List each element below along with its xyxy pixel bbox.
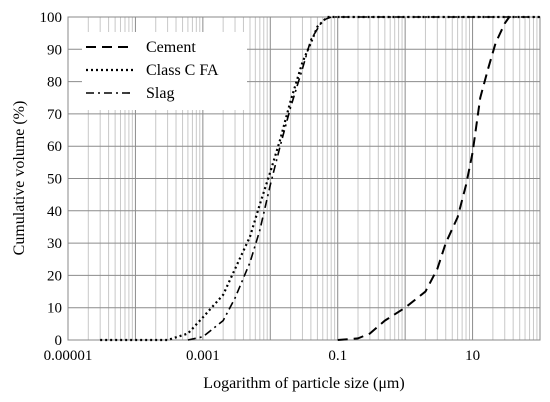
legend: Cement Class C FA Slag [82,32,247,110]
y-tick-label: 70 [47,107,62,123]
y-tick-label: 50 [47,172,62,188]
legend-label-class-c-fa: Class C FA [146,62,219,79]
series-line-class-c-fa [100,15,540,342]
x-tick-labels: 0.00001 0.001 0.1 10 [44,348,480,364]
legend-label-slag: Slag [146,85,174,102]
series-layer [100,15,540,342]
y-tick-label: 0 [55,333,63,349]
x-tick-label: 0.001 [186,348,220,364]
y-tick-label: 30 [47,236,62,252]
x-tick-label: 10 [465,348,480,364]
series-line-slag [187,16,540,341]
y-axis-title: Cumulative volume (%) [11,101,28,256]
y-tick-label: 40 [47,204,62,220]
x-axis-title: Logarithm of particle size (μm) [203,375,404,392]
y-tick-label: 90 [47,42,62,58]
x-tick-label: 0.00001 [44,348,93,364]
series-line-cement [337,16,511,341]
legend-label-cement: Cement [146,39,196,56]
x-tick-label: 0.1 [328,348,347,364]
y-tick-label: 100 [40,10,63,26]
y-tick-label: 60 [47,139,62,155]
legend-box [82,32,247,110]
y-tick-label: 80 [47,75,62,91]
y-tick-label: 20 [47,268,62,284]
plot-area-frame [67,16,541,341]
y-tick-labels: 0 10 20 30 40 50 60 70 80 90 100 [40,10,63,349]
y-tick-label: 10 [47,301,62,317]
